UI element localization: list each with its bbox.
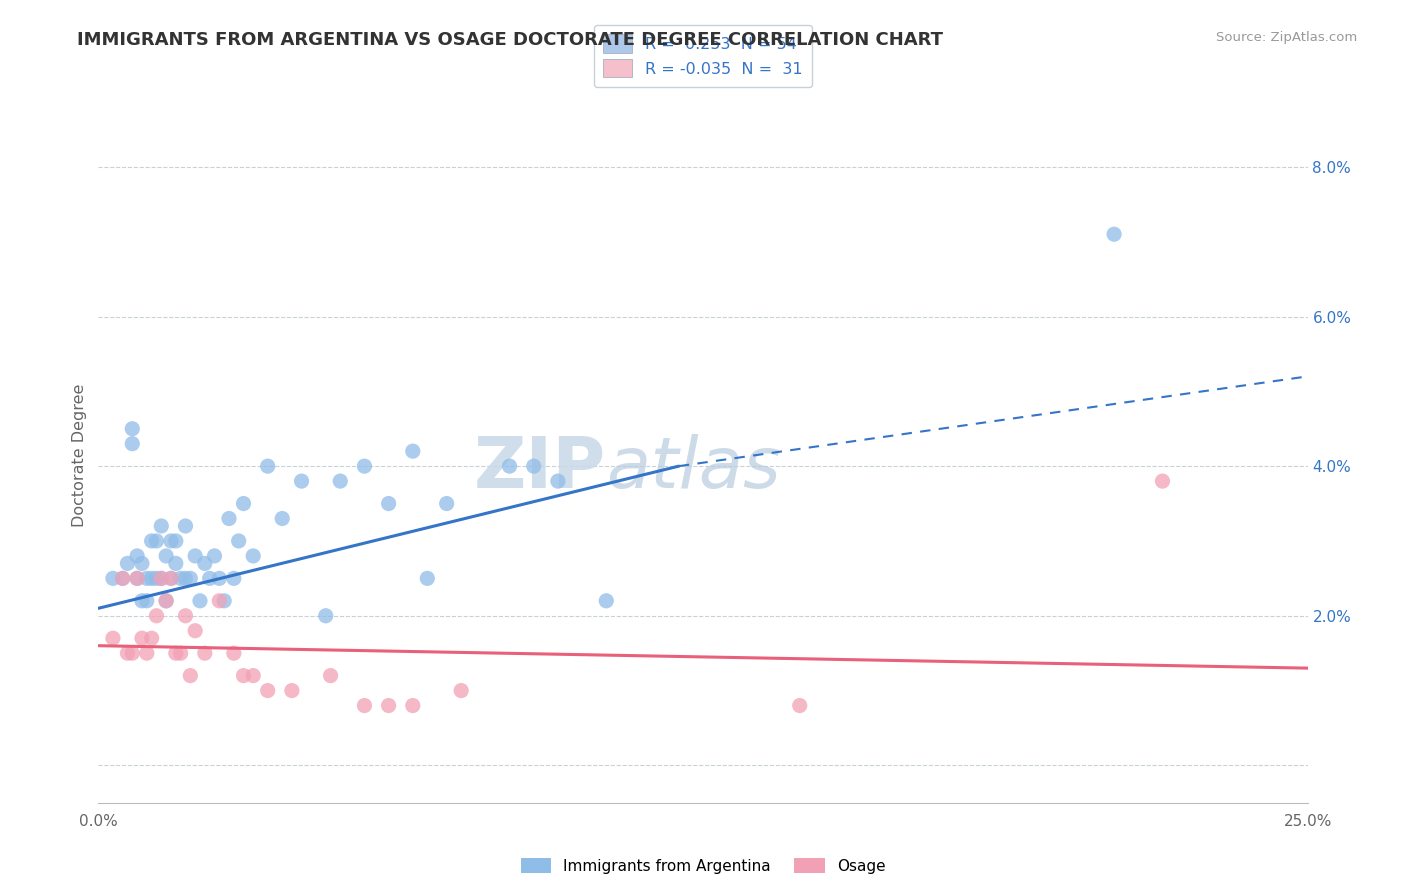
Point <box>141 533 163 548</box>
Point <box>281 683 304 698</box>
Point <box>218 511 240 525</box>
Point <box>1102 227 1125 242</box>
Point <box>127 571 149 585</box>
Point <box>101 571 124 585</box>
Point <box>450 683 472 698</box>
Y-axis label: Doctorate Degree: Doctorate Degree <box>72 384 87 526</box>
Point <box>315 608 337 623</box>
Point <box>194 557 217 571</box>
Point <box>135 571 157 585</box>
Text: atlas: atlas <box>606 434 780 503</box>
Point <box>436 497 458 511</box>
Point <box>184 624 207 638</box>
Point <box>377 698 399 713</box>
Point <box>194 646 217 660</box>
Legend: R =  0.253  N = 54, R = -0.035  N =  31: R = 0.253 N = 54, R = -0.035 N = 31 <box>593 25 813 87</box>
Point <box>141 631 163 645</box>
Point <box>121 436 143 450</box>
Text: ZIP: ZIP <box>474 434 606 503</box>
Point <box>232 497 254 511</box>
Point <box>256 683 278 698</box>
Point <box>222 571 245 585</box>
Point <box>121 646 143 660</box>
Point <box>208 594 231 608</box>
Point <box>402 698 425 713</box>
Point <box>242 668 264 682</box>
Point <box>127 571 149 585</box>
Point <box>228 533 250 548</box>
Point <box>416 571 439 585</box>
Point <box>204 549 226 563</box>
Point <box>174 571 197 585</box>
Point <box>155 594 177 608</box>
Point <box>179 668 201 682</box>
Point <box>145 571 167 585</box>
Point <box>160 571 183 585</box>
Point <box>498 459 520 474</box>
Point <box>208 571 231 585</box>
Point <box>160 571 183 585</box>
Point <box>319 668 342 682</box>
Text: Source: ZipAtlas.com: Source: ZipAtlas.com <box>1216 31 1357 45</box>
Point <box>174 519 197 533</box>
Point <box>111 571 134 585</box>
Point <box>135 646 157 660</box>
Point <box>117 557 139 571</box>
Point <box>179 571 201 585</box>
Point <box>523 459 546 474</box>
Point <box>329 474 352 488</box>
Point <box>150 519 173 533</box>
Point <box>165 646 187 660</box>
Point <box>232 668 254 682</box>
Point <box>377 497 399 511</box>
Point <box>353 698 375 713</box>
Text: IMMIGRANTS FROM ARGENTINA VS OSAGE DOCTORATE DEGREE CORRELATION CHART: IMMIGRANTS FROM ARGENTINA VS OSAGE DOCTO… <box>77 31 943 49</box>
Point <box>141 571 163 585</box>
Point <box>353 459 375 474</box>
Legend: Immigrants from Argentina, Osage: Immigrants from Argentina, Osage <box>515 852 891 880</box>
Point <box>184 549 207 563</box>
Point <box>256 459 278 474</box>
Point <box>169 571 191 585</box>
Point <box>150 571 173 585</box>
Point <box>135 594 157 608</box>
Point <box>271 511 294 525</box>
Point <box>155 549 177 563</box>
Point <box>121 422 143 436</box>
Point <box>145 533 167 548</box>
Point <box>212 594 235 608</box>
Point <box>198 571 221 585</box>
Point <box>165 533 187 548</box>
Point <box>595 594 617 608</box>
Point <box>117 646 139 660</box>
Point <box>111 571 134 585</box>
Point <box>131 631 153 645</box>
Point <box>127 549 149 563</box>
Point <box>174 608 197 623</box>
Point <box>169 646 191 660</box>
Point <box>547 474 569 488</box>
Point <box>188 594 211 608</box>
Point <box>1152 474 1174 488</box>
Point <box>402 444 425 458</box>
Point <box>789 698 811 713</box>
Point <box>165 557 187 571</box>
Point <box>155 594 177 608</box>
Point <box>150 571 173 585</box>
Point <box>131 557 153 571</box>
Point <box>222 646 245 660</box>
Point <box>131 594 153 608</box>
Point <box>160 533 183 548</box>
Point <box>290 474 312 488</box>
Point <box>101 631 124 645</box>
Point <box>145 608 167 623</box>
Point <box>242 549 264 563</box>
